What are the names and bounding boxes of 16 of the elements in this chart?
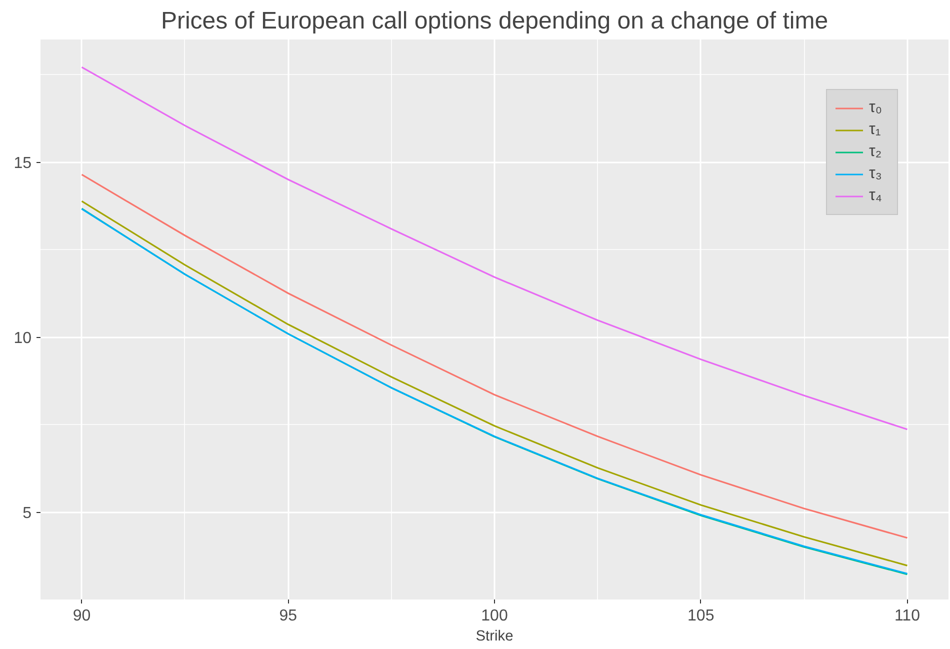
legend-label: τ₄: [869, 187, 883, 205]
legend-label: τ₁: [869, 121, 882, 139]
y-tick-label: 5: [22, 505, 32, 522]
x-axis-title: Strike: [476, 628, 514, 644]
x-tick-label: 105: [688, 608, 714, 624]
line-series: [80, 66, 908, 430]
x-tick-label: 90: [72, 608, 91, 624]
x-tick-label: 95: [279, 608, 298, 624]
y-tick-label: 10: [14, 330, 32, 347]
legend-label: τ₃: [869, 165, 883, 183]
y-tick-label: 15: [14, 155, 32, 172]
chart-title: Prices of European call options depending on a change of time: [160, 8, 828, 34]
x-tick-label: 100: [481, 608, 508, 624]
legend-label: τ₀: [869, 99, 883, 117]
x-tick-label: 110: [894, 608, 920, 624]
legend-label: τ₂: [869, 143, 883, 161]
